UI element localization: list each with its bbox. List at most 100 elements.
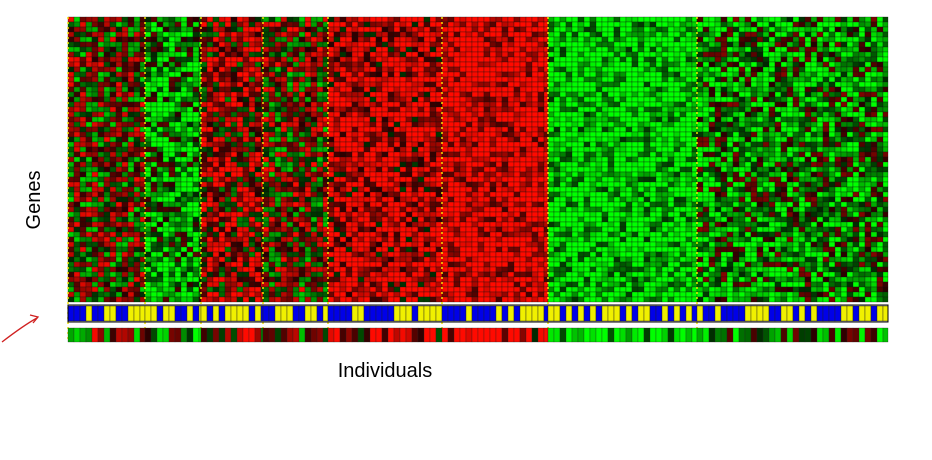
heatmap-cell xyxy=(122,282,128,287)
heatmap-cell xyxy=(328,157,334,162)
heatmap-cell xyxy=(334,67,340,72)
heatmap-cell xyxy=(520,207,526,212)
heatmap-cell xyxy=(207,77,213,82)
heatmap-cell xyxy=(388,67,394,72)
heatmap-cell xyxy=(269,132,275,137)
heatmap-cell xyxy=(340,147,346,152)
heatmap-cell xyxy=(364,42,370,47)
heatmap-cell xyxy=(400,237,406,242)
heatmap-cell xyxy=(68,202,74,207)
heatmap-cell xyxy=(219,187,225,192)
heatmap-cell xyxy=(116,252,122,257)
heatmap-cell xyxy=(442,107,448,112)
heatmap-cell xyxy=(496,147,502,152)
heatmap-cell xyxy=(532,297,538,302)
heatmap-cell xyxy=(484,242,490,247)
heatmap-cell xyxy=(116,32,122,37)
heatmap-cell xyxy=(520,227,526,232)
heatmap-cell xyxy=(305,47,311,52)
heatmap-cell xyxy=(231,117,237,122)
heatmap-cell xyxy=(430,262,436,267)
heatmap-cell xyxy=(508,27,514,32)
heatmap-cell xyxy=(532,62,538,67)
heatmap-cell xyxy=(442,87,448,92)
heatmap-cell xyxy=(448,252,454,257)
heatmap-cell xyxy=(237,272,243,277)
heatmap-cell xyxy=(281,177,287,182)
heatmap-cell xyxy=(122,202,128,207)
heatmap-cell xyxy=(201,277,207,282)
heatmap-cell xyxy=(201,132,207,137)
heatmap-cell xyxy=(388,62,394,67)
heatmap-cell xyxy=(370,272,376,277)
heatmap-cell xyxy=(80,282,86,287)
heatmap-cell xyxy=(394,277,400,282)
heatmap-cell xyxy=(207,122,213,127)
heatmap-cell xyxy=(340,152,346,157)
heatmap-cell xyxy=(193,197,199,202)
heatmap-cell xyxy=(328,232,334,237)
heatmap-cell xyxy=(80,47,86,52)
heatmap-cell xyxy=(80,52,86,57)
heatmap-cell xyxy=(418,162,424,167)
heatmap-cell xyxy=(514,287,520,292)
heatmap-cell xyxy=(80,77,86,82)
heatmap-cell xyxy=(86,77,92,82)
heatmap-cell xyxy=(122,147,128,152)
heatmap-cell xyxy=(128,182,134,187)
heatmap-cell xyxy=(502,167,508,172)
heatmap-cell xyxy=(98,257,104,262)
heatmap-cell xyxy=(311,102,317,107)
heatmap-cell xyxy=(436,222,442,227)
heatmap-cell xyxy=(566,157,572,162)
heatmap-cell xyxy=(151,217,157,222)
heatmap-cell xyxy=(334,252,340,257)
heatmap-cell xyxy=(346,192,352,197)
heatmap-cell xyxy=(169,127,175,132)
heatmap-cell xyxy=(418,257,424,262)
heatmap-cell xyxy=(181,92,187,97)
heatmap-cell xyxy=(231,267,237,272)
heatmap-cell xyxy=(305,267,311,272)
heatmap-cell xyxy=(311,272,317,277)
heatmap-cell xyxy=(263,297,269,302)
heatmap-cell xyxy=(364,72,370,77)
heatmap-cell xyxy=(560,82,566,87)
heatmap-cell xyxy=(412,237,418,242)
heatmap-cell xyxy=(98,192,104,197)
heatmap-cell xyxy=(502,207,508,212)
heatmap-cell xyxy=(418,197,424,202)
heatmap-cell xyxy=(532,117,538,122)
heatmap-cell xyxy=(442,277,448,282)
heatmap-cell xyxy=(299,197,305,202)
heatmap-cell xyxy=(508,137,514,142)
heatmap-cell xyxy=(219,42,225,47)
heatmap-cell xyxy=(502,217,508,222)
heatmap-cell xyxy=(68,277,74,282)
heatmap-cell xyxy=(554,162,560,167)
heatmap-cell xyxy=(128,62,134,67)
heatmap-cell xyxy=(305,77,311,82)
heatmap-cell xyxy=(122,92,128,97)
heatmap-cell xyxy=(86,32,92,37)
heatmap-cell xyxy=(394,212,400,217)
heatmap-cell xyxy=(364,277,370,282)
heatmap-cell xyxy=(116,262,122,267)
heatmap-cell xyxy=(520,122,526,127)
heatmap-cell xyxy=(520,132,526,137)
heatmap-cell xyxy=(430,52,436,57)
heatmap-cell xyxy=(175,177,181,182)
heatmap-cell xyxy=(201,42,207,47)
heatmap-cell xyxy=(225,42,231,47)
heatmap-cell xyxy=(514,77,520,82)
heatmap-cell xyxy=(502,92,508,97)
heatmap-cell xyxy=(370,277,376,282)
heatmap-cell xyxy=(572,87,578,92)
heatmap-cell xyxy=(255,167,261,172)
heatmap-cell xyxy=(364,117,370,122)
heatmap-cell xyxy=(352,102,358,107)
heatmap-cell xyxy=(157,37,163,42)
heatmap-cell xyxy=(169,62,175,67)
heatmap-cell xyxy=(382,177,388,182)
heatmap-cell xyxy=(68,232,74,237)
